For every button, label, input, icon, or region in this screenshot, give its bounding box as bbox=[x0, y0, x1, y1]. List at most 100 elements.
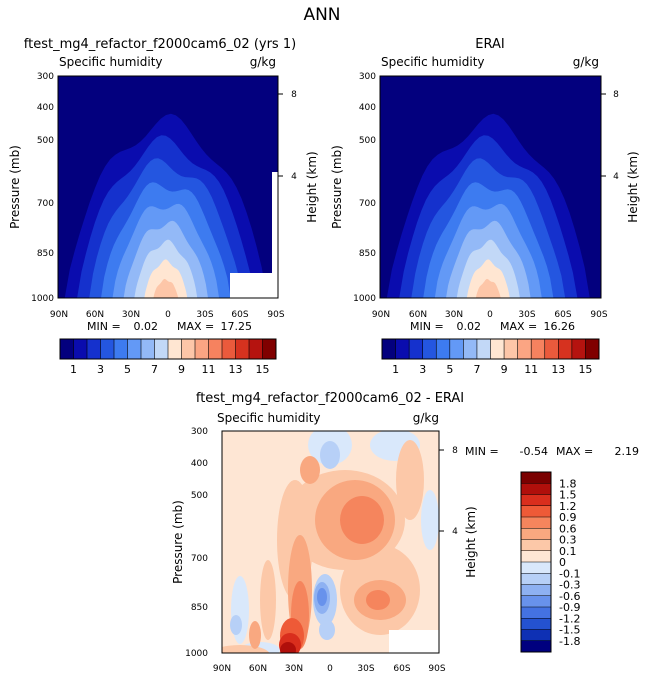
panel-diff-colorbar-tick-label: 0.1 bbox=[559, 545, 577, 558]
panel-diff-colorbar-tick-label: 0.6 bbox=[559, 522, 577, 535]
panel-obs-colorbar-tick-label: 13 bbox=[551, 363, 565, 376]
panel-diff-xtick: 30N bbox=[285, 664, 303, 674]
panel-obs-ylabel-right: Height (km) bbox=[626, 151, 640, 222]
panel-diff-ytick: 500 bbox=[191, 491, 208, 501]
panel-obs-max-value: 16.26 bbox=[544, 320, 576, 333]
panel-diff-colorbar-tick-label: 1.2 bbox=[559, 500, 577, 513]
panel-diff-xtick: 90S bbox=[428, 664, 445, 674]
panel-diff-colorbar-bin bbox=[521, 562, 551, 574]
panel-diff-colorbar-bin bbox=[521, 595, 551, 608]
panel-diff-colorbar-bin bbox=[521, 584, 551, 597]
panel-obs-colorbar-bin bbox=[382, 339, 396, 359]
panel-obs-xtick: 90S bbox=[590, 310, 607, 320]
panel-diff-colorbar-tick-label: -0.9 bbox=[559, 601, 580, 614]
panel-model-colorbar-bin bbox=[249, 339, 263, 359]
panel-diff-contour-band bbox=[317, 588, 327, 606]
panel-obs-height-tick: 4 bbox=[613, 172, 619, 182]
panel-model-colorbar-bin bbox=[222, 339, 236, 359]
panel-diff-contour-band bbox=[280, 642, 296, 653]
panel-model-colorbar-bin bbox=[235, 339, 250, 359]
panel-diff-max-value: 2.19 bbox=[615, 445, 640, 458]
panel-diff-units: g/kg bbox=[413, 411, 439, 425]
panel-diff-ylabel-right: Height (km) bbox=[464, 506, 478, 577]
panel-model-title: ftest_mg4_refactor_f2000cam6_02 (yrs 1) bbox=[24, 37, 296, 52]
panel-diff-contour-band bbox=[366, 590, 390, 610]
panel-obs-colorbar-tick-label: 11 bbox=[524, 363, 538, 376]
panel-diff-field bbox=[222, 431, 439, 653]
panel-diff-ytick: 300 bbox=[191, 427, 208, 437]
panel-model-xtick: 90N bbox=[50, 310, 68, 320]
panel-diff-colorbar-bin bbox=[521, 505, 551, 518]
panel-diff-contour-band bbox=[319, 620, 335, 640]
panel-model-ytick: 400 bbox=[37, 103, 54, 113]
panel-diff-colorbar-tick-label: -0.1 bbox=[559, 567, 580, 580]
panel-obs-colorbar-bin bbox=[531, 339, 546, 359]
panel-diff-colorbar-tick-label: 0.9 bbox=[559, 511, 577, 524]
panel-obs-colorbar-tick-label: 7 bbox=[473, 363, 480, 376]
panel-model-ylabel-right: Height (km) bbox=[305, 151, 319, 222]
panel-diff-xtick: 0 bbox=[327, 664, 333, 674]
panel-diff-contour-band bbox=[421, 490, 439, 550]
panel-model-xtick: 0 bbox=[165, 310, 171, 320]
panel-model-contour-band bbox=[153, 278, 179, 298]
panel-model-colorbar-tick-label: 13 bbox=[229, 363, 243, 376]
panel-model-xtick: 90S bbox=[267, 310, 284, 320]
panel-obs-min-label: MIN = bbox=[410, 320, 444, 333]
panel-obs-colorbar-bin bbox=[463, 339, 478, 359]
panel-obs-colorbar-bin bbox=[422, 339, 437, 359]
panel-obs-colorbar-bin bbox=[449, 339, 464, 359]
panel-model-colorbar-bin bbox=[73, 339, 88, 359]
panel-diff-title: ftest_mg4_refactor_f2000cam6_02 - ERAI bbox=[196, 391, 464, 406]
panel-model-frame bbox=[57, 75, 279, 299]
panel-diff-xtick: 30S bbox=[357, 664, 374, 674]
panel-diff-frame bbox=[221, 430, 440, 654]
panel-obs-ytick: 850 bbox=[359, 249, 376, 259]
panel-obs-height-tick: 8 bbox=[613, 90, 619, 100]
panel-diff-contour-band bbox=[396, 440, 424, 520]
panel-model-ytick: 700 bbox=[37, 199, 54, 209]
panel-model-xtick: 60S bbox=[231, 310, 248, 320]
panel-model-height-tick: 8 bbox=[291, 90, 297, 100]
panel-model-ylabel: Pressure (mb) bbox=[8, 145, 22, 229]
panel-model-colorbar-tick-label: 3 bbox=[97, 363, 104, 376]
panel-diff-contour-band bbox=[320, 441, 340, 469]
panel-diff-contour-band bbox=[222, 645, 270, 653]
panel-model-colorbar-bin bbox=[154, 339, 169, 359]
panel-obs-colorbar-bin bbox=[476, 339, 491, 359]
panel-diff-ytick: 1000 bbox=[185, 649, 208, 659]
panel-model-max-label: MAX = bbox=[177, 320, 214, 333]
panel-diff-colorbar-tick-label: -0.6 bbox=[559, 590, 580, 603]
panel-obs-variable: Specific humidity bbox=[381, 55, 485, 69]
panel-obs-ytick: 700 bbox=[359, 199, 376, 209]
panel-diff-contour-band bbox=[340, 496, 384, 544]
panel-diff-xtick: 60N bbox=[249, 664, 267, 674]
panel-model-colorbar-bin bbox=[127, 339, 142, 359]
panel-obs-colorbar-tick-label: 15 bbox=[578, 363, 592, 376]
panel-diff-colorbar-tick-label: -1.2 bbox=[559, 612, 580, 625]
panel-diff-colorbar-tick-label: 1.8 bbox=[559, 477, 577, 490]
panel-obs-min-value: 0.02 bbox=[457, 320, 482, 333]
panel-model-colorbar-tick-label: 5 bbox=[124, 363, 131, 376]
panel-obs-colorbar-bin bbox=[517, 339, 532, 359]
page-title: ANN bbox=[303, 5, 340, 25]
panel-diff: ftest_mg4_refactor_f2000cam6_02 - ERAI S… bbox=[171, 391, 639, 674]
panel-diff-colorbar-bin bbox=[521, 494, 551, 507]
panel-obs-xtick: 0 bbox=[487, 310, 493, 320]
panel-model-colorbar-bin bbox=[114, 339, 128, 359]
panel-diff-xtick: 60S bbox=[393, 664, 410, 674]
panel-diff-ytick: 700 bbox=[191, 554, 208, 564]
panel-diff-min-label: MIN = bbox=[465, 445, 499, 458]
panel-model-variable: Specific humidity bbox=[59, 55, 163, 69]
panel-obs-max-label: MAX = bbox=[500, 320, 537, 333]
panel-model-colorbar-bin bbox=[100, 339, 115, 359]
panel-obs-colorbar-bin bbox=[571, 339, 586, 359]
panel-diff-colorbar-tick-label: -1.8 bbox=[559, 635, 580, 648]
panel-diff-colorbar-bin bbox=[521, 629, 551, 642]
panel-obs-field bbox=[380, 76, 601, 298]
panel-obs-colorbar-bin bbox=[395, 339, 410, 359]
panel-model-colorbar-bin bbox=[262, 339, 277, 359]
panel-model-ytick: 300 bbox=[37, 72, 54, 82]
panel-diff-colorbar-tick-label: 1.5 bbox=[559, 489, 577, 502]
panel-model-min-value: 0.02 bbox=[134, 320, 159, 333]
panel-model-min-label: MIN = bbox=[87, 320, 121, 333]
